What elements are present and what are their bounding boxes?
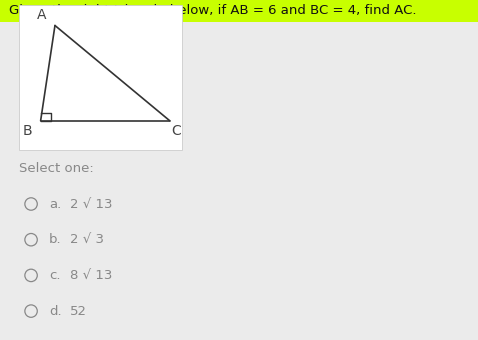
Text: C: C <box>171 124 181 138</box>
Text: 52: 52 <box>70 305 87 318</box>
Text: b.: b. <box>49 233 62 246</box>
Text: 2 √ 3: 2 √ 3 <box>70 233 104 246</box>
Bar <box>0 0 478 22</box>
Text: A: A <box>37 8 47 22</box>
Text: 8 √ 13: 8 √ 13 <box>70 269 113 282</box>
Text: c.: c. <box>49 269 61 282</box>
Text: Given the right triangle below, if AB = 6 and BC = 4, find AC.: Given the right triangle below, if AB = … <box>9 4 416 17</box>
Text: Select one:: Select one: <box>19 162 94 175</box>
Bar <box>19 5 182 150</box>
Text: 2 √ 13: 2 √ 13 <box>70 198 113 210</box>
Text: d.: d. <box>49 305 62 318</box>
Text: a.: a. <box>49 198 62 210</box>
Text: B: B <box>23 124 33 138</box>
